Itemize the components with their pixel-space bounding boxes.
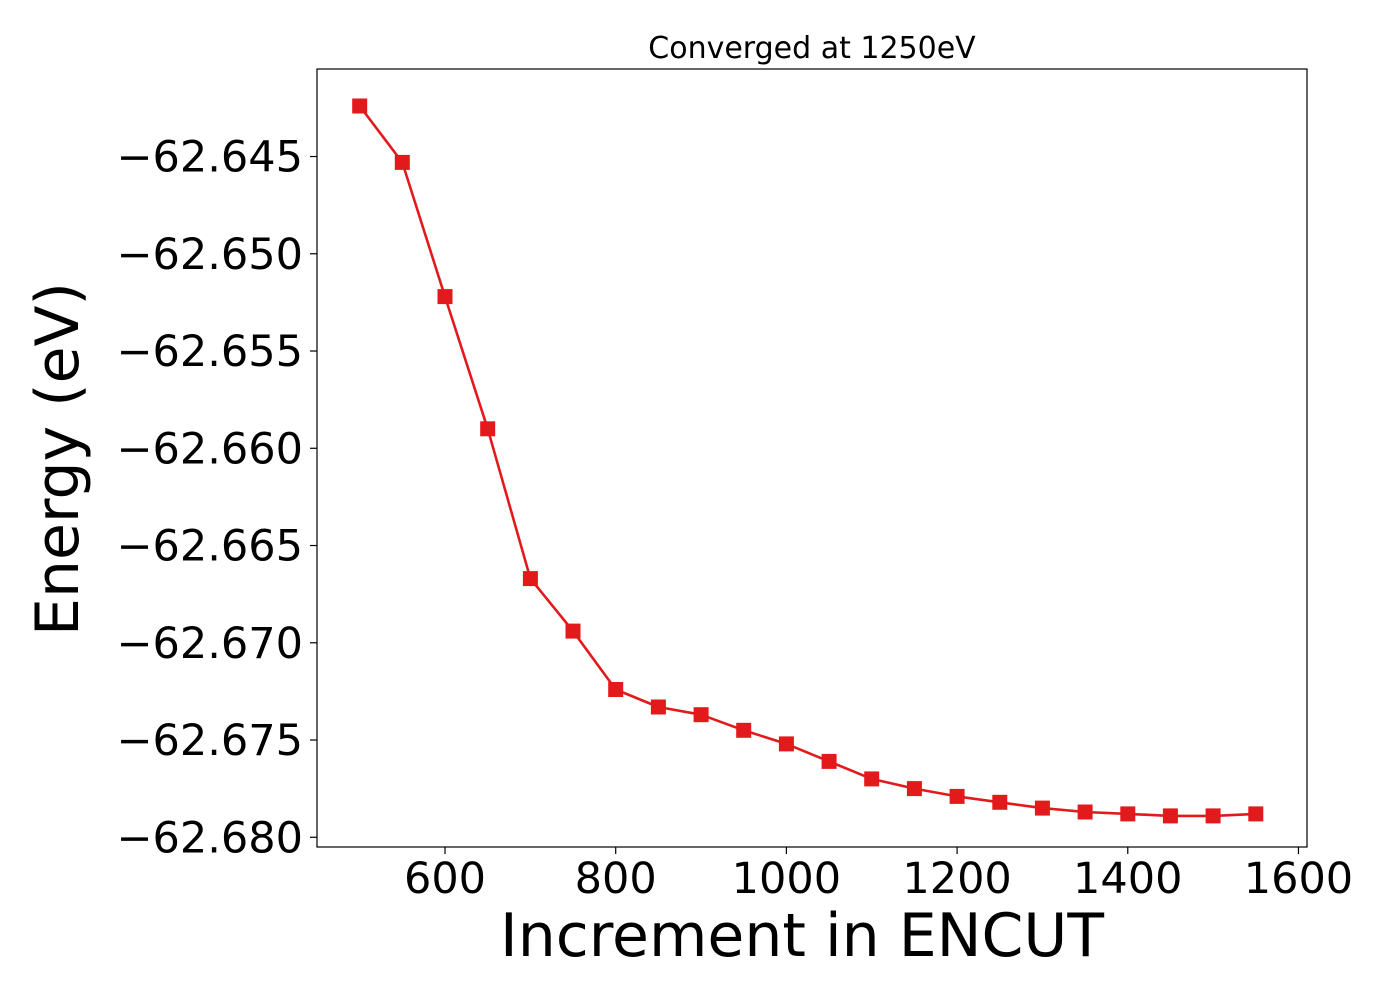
data-point-marker <box>565 623 581 639</box>
y-tick-label: −62.680 <box>117 813 304 863</box>
data-point-marker <box>480 421 496 437</box>
x-tick-label: 1200 <box>902 854 1011 904</box>
data-point-marker <box>437 289 453 305</box>
data-point-marker <box>736 722 752 738</box>
x-tick-label: 600 <box>404 854 486 904</box>
plot-area: 600 800 1000 1200 1400 1600 −62.645 −62.650 −62.… <box>117 68 1353 904</box>
chart-title: Converged at 1250eV <box>648 31 976 66</box>
data-point-marker <box>1077 804 1093 820</box>
data-point-marker <box>949 788 965 804</box>
data-point-marker <box>693 707 709 723</box>
y-tick-label: −62.650 <box>117 230 304 280</box>
data-point-marker <box>394 154 410 170</box>
y-tick-label: −62.675 <box>117 716 304 766</box>
data-point-marker <box>906 781 922 797</box>
series-line <box>358 105 1256 818</box>
plot-frame <box>316 68 1308 848</box>
x-tick-label: 1400 <box>1073 854 1182 904</box>
x-axis-title: Increment in ENCUT <box>500 901 1104 971</box>
data-point-marker <box>1248 806 1264 822</box>
data-point-marker <box>1120 806 1136 822</box>
y-tick-label: −62.645 <box>117 133 304 183</box>
data-point-marker <box>650 699 666 715</box>
x-tick-label: 1000 <box>732 854 841 904</box>
data-point-marker <box>864 771 880 787</box>
x-tick-label: 800 <box>575 854 657 904</box>
data-point-marker <box>1205 808 1221 824</box>
data-point-marker <box>352 98 368 114</box>
data-point-marker <box>778 736 794 752</box>
data-point-marker <box>522 571 538 587</box>
data-point-marker <box>992 794 1008 810</box>
data-point-marker <box>1034 800 1050 816</box>
y-tick-label: −62.660 <box>117 424 304 474</box>
data-point-marker <box>1162 808 1178 824</box>
x-tick-label: 1600 <box>1244 854 1353 904</box>
y-tick-label: −62.665 <box>117 522 304 572</box>
y-axis-title: Energy (eV) <box>23 282 93 636</box>
y-tick-label: −62.670 <box>117 619 304 669</box>
data-point-marker <box>821 753 837 769</box>
y-tick-label: −62.655 <box>117 327 304 377</box>
data-point-marker <box>608 682 624 697</box>
